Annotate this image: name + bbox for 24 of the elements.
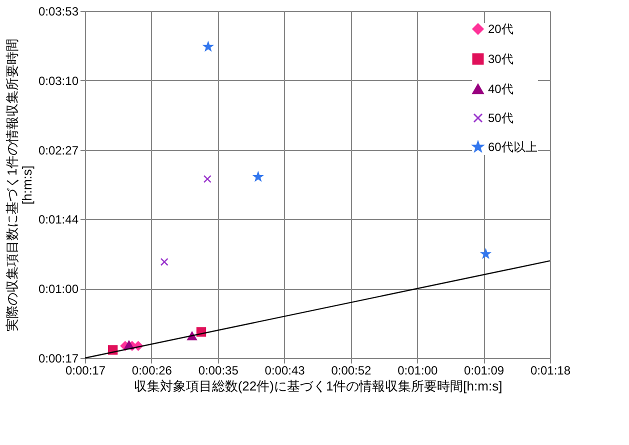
x-tick-label: 0:00:17 bbox=[65, 364, 106, 378]
legend-label: 30代 bbox=[488, 52, 514, 66]
y-tick-label: 0:02:27 bbox=[38, 143, 79, 158]
legend-label: 20代 bbox=[488, 22, 514, 36]
y-tick-label: 0:03:53 bbox=[38, 4, 79, 18]
x-tick-label: 0:01:18 bbox=[530, 364, 571, 378]
x-tick-label: 0:00:43 bbox=[264, 364, 306, 378]
point bbox=[203, 175, 212, 184]
x-tick-label: 0:00:52 bbox=[331, 364, 372, 378]
x-tick-label: 0:01:09 bbox=[464, 364, 504, 378]
point bbox=[160, 258, 168, 266]
legend-label: 40代 bbox=[488, 82, 514, 96]
y-axis-title: 実際の収集項目数に基づく1件の情報収集所要時間 [h:m:s] bbox=[4, 38, 34, 332]
y-tick-label: 0:00:17 bbox=[38, 352, 79, 366]
x-tick-label: 0:01:00 bbox=[398, 364, 438, 378]
y-tick-label: 0:03:10 bbox=[38, 74, 79, 88]
legend-label: 60代以上 bbox=[488, 140, 538, 154]
x-tick-label: 0:00:35 bbox=[198, 364, 239, 378]
y-tick-label: 0:01:00 bbox=[38, 282, 79, 296]
legend-label: 50代 bbox=[488, 111, 514, 125]
x-axis-title: 収集対象項目総数(22件)に基づく1件の情報収集所要時間[h:m:s] bbox=[134, 378, 502, 394]
point bbox=[481, 249, 490, 258]
x-tick-label: 0:00:26 bbox=[132, 364, 172, 378]
y-tick-label: 0:01:44 bbox=[38, 212, 79, 227]
